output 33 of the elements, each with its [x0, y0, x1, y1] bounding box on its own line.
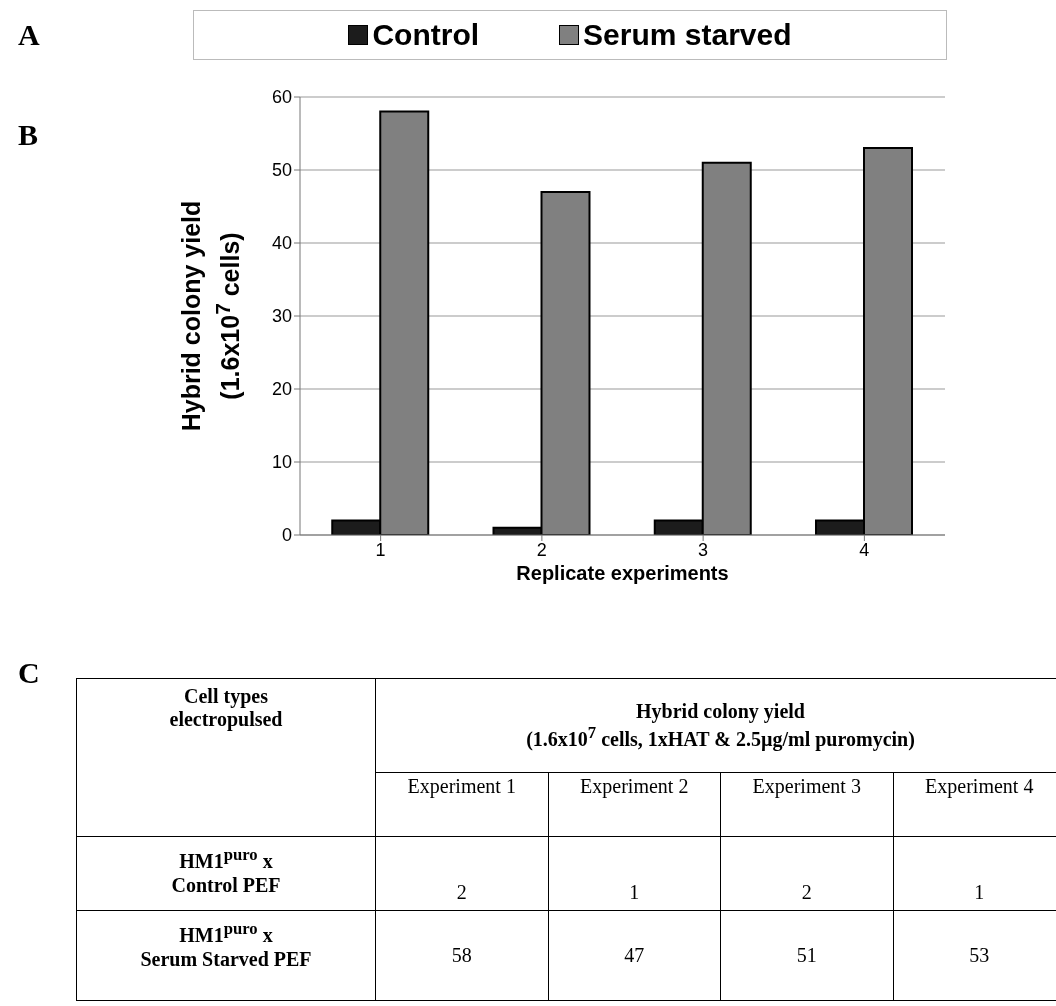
text: B [18, 118, 39, 152]
x-tick-label: 1 [375, 539, 386, 560]
legend-label: Serum starved [583, 18, 792, 52]
text: Cell types electropulsed [76, 678, 376, 837]
y-tick-label: 30 [271, 306, 292, 327]
y-tick-label: 50 [271, 160, 292, 181]
x-tick-label: 4 [859, 539, 870, 560]
text: Experiment 1 [406, 775, 517, 797]
x-axis-title: Replicate experiments [515, 562, 730, 585]
text: 53 [893, 910, 1056, 1001]
y-tick-label: 60 [271, 87, 292, 108]
text: 47 [548, 910, 721, 1001]
text: HM1$^{puro}$ x Control PEF [76, 836, 376, 911]
text: 1 [893, 836, 1056, 911]
x-tick-label: 2 [536, 539, 547, 560]
text: 2 [720, 836, 893, 911]
y-tick-label: 10 [271, 452, 292, 473]
text: 1 [548, 836, 721, 911]
text: Experiment 3 [751, 775, 862, 797]
text: 51 [720, 910, 893, 1001]
y-tick-label: 0 [281, 525, 292, 546]
text: Hybrid colony yield (1.6x10$^{7}$ cells, 1xHAT & 2.5µg/ml puromycin) [526, 700, 915, 750]
text: Experiment 2 [579, 775, 690, 797]
y-tick-label: 20 [271, 379, 292, 400]
legend-label: Control [372, 18, 480, 52]
text: Experiment 4 [924, 775, 1035, 797]
text: HM1$^{puro}$ x Serum Starved PEF [76, 910, 376, 1001]
x-tick-label: 3 [698, 539, 709, 560]
text: A [18, 18, 40, 52]
text: C [18, 656, 40, 690]
text: 2 [375, 836, 548, 911]
text: 58 [375, 910, 548, 1001]
y-tick-label: 40 [271, 233, 292, 254]
